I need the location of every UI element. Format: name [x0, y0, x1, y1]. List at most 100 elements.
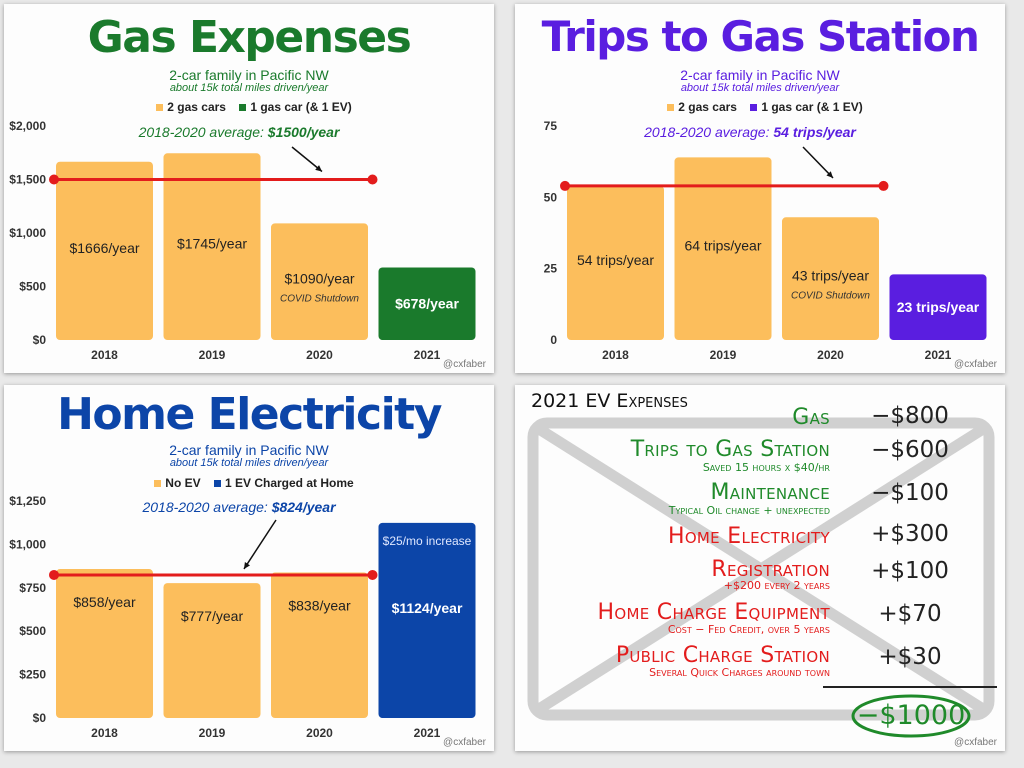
- chart-title: Trips to Gas Station: [541, 12, 980, 61]
- chart-subtitle: 2-car family in Pacific NW: [169, 67, 329, 83]
- average-label: 2018-2020 average: $1500/year: [138, 124, 341, 140]
- arrow-icon: [243, 519, 277, 570]
- y-tick-label: 25: [544, 262, 558, 276]
- y-tick-label: $500: [19, 624, 46, 638]
- bar-note: COVID Shutdown: [791, 291, 870, 302]
- ev-row-value: −$800: [871, 403, 949, 429]
- trips-chart: 0 25 50 75 54 trips/year 2018 64 trips/year 201…: [544, 119, 987, 362]
- bar: [378, 522, 476, 718]
- x-tick-label: 2019: [199, 726, 226, 740]
- bar-note: COVID Shutdown: [280, 294, 359, 305]
- y-tick-label: 75: [544, 119, 558, 133]
- bar-value-label: $838/year: [288, 598, 351, 614]
- chart-subtitle: 2-car family in Pacific NW: [169, 442, 329, 458]
- gas-expenses-panel: Gas Expenses 2-car family in Pacific NW …: [4, 4, 494, 373]
- bar: [271, 572, 368, 718]
- legend-swatch-icon: [750, 103, 758, 111]
- average-label: 2018-2020 average: 54 trips/year: [643, 124, 857, 140]
- bar: [889, 274, 987, 340]
- chart-legend: 2 gas cars 1 gas car (& 1 EV): [4, 100, 494, 114]
- legend-entry: 1 gas car (& 1 EV): [761, 100, 863, 114]
- gas-expenses-chart: $0 $500 $1,000 $1,500 $2,000 $1666/year 2018 $1…: [9, 119, 476, 362]
- bar-value-label: $777/year: [181, 608, 244, 624]
- ev-row-value: +$30: [878, 644, 942, 670]
- legend-entry: 1 EV Charged at Home: [224, 476, 354, 490]
- legend-swatch-icon: [213, 479, 221, 487]
- chart-subtitle-2: about 15k total miles driven/year: [169, 457, 329, 469]
- average-line-endpoint: [367, 569, 378, 580]
- chart-legend: No EV 1 EV Charged at Home: [4, 476, 494, 490]
- bar-value-label: 23 trips/year: [897, 299, 980, 315]
- bar: [56, 569, 153, 718]
- chart-title: Home Electricity: [57, 389, 442, 440]
- legend-swatch-icon: [239, 103, 247, 111]
- legend-swatch-icon: [154, 479, 162, 487]
- crossed-box-icon: [527, 417, 997, 738]
- ev-expenses-title: 2021 EV Expenses: [531, 390, 688, 412]
- legend-swatch-icon: [156, 103, 164, 111]
- y-tick-label: $0: [33, 333, 47, 347]
- chart-subtitle: 2-car family in Pacific NW: [680, 67, 840, 83]
- legend-entry: No EV: [165, 476, 201, 490]
- y-tick-label: $0: [33, 711, 47, 725]
- bar-value-label: $858/year: [73, 594, 136, 610]
- x-tick-label: 2021: [414, 348, 441, 362]
- y-tick-label: $1,250: [9, 494, 46, 508]
- x-tick-label: 2019: [199, 348, 226, 362]
- bar: [782, 217, 879, 340]
- y-tick-label: $2,000: [9, 119, 46, 133]
- legend-entry: 1 gas car (& 1 EV): [250, 100, 352, 114]
- credit-label: @cxfaber: [954, 737, 997, 748]
- chart-legend: 2 gas cars 1 gas car (& 1 EV): [515, 100, 1005, 114]
- legend-entry: 2 gas cars: [678, 100, 737, 114]
- bar: [163, 583, 261, 718]
- ev-row-value: +$300: [871, 521, 949, 547]
- average-line-endpoint: [49, 569, 59, 580]
- credit-label: @cxfaber: [443, 359, 486, 370]
- ev-total-value: −$1000: [856, 700, 966, 731]
- arrow-icon: [802, 146, 834, 179]
- ev-expenses-panel: 2021 EV Expenses Gas −$800 Trips to Gas …: [515, 385, 1005, 751]
- ev-row-note: Typical Oil change + unexpected: [668, 504, 830, 517]
- ev-row-label: Trips to Gas Station: [630, 437, 830, 462]
- bar-value-label: $1745/year: [177, 236, 247, 252]
- x-tick-label: 2021: [925, 348, 952, 362]
- y-tick-label: $250: [19, 668, 46, 682]
- bar: [56, 161, 153, 340]
- x-tick-label: 2020: [306, 348, 333, 362]
- bar-value-label: 43 trips/year: [792, 268, 869, 284]
- chart-subtitle-2: about 15k total miles driven/year: [169, 82, 329, 94]
- ev-row-note: +$200 every 2 years: [723, 579, 830, 592]
- credit-label: @cxfaber: [954, 359, 997, 370]
- x-tick-label: 2021: [414, 726, 441, 740]
- ev-row-label: Maintenance: [710, 480, 830, 505]
- ev-row-label: Home Charge Equipment: [597, 600, 830, 625]
- y-tick-label: $500: [19, 280, 46, 294]
- y-tick-label: $1,000: [9, 226, 46, 240]
- average-label: 2018-2020 average: $824/year: [141, 499, 337, 515]
- x-tick-label: 2019: [710, 348, 737, 362]
- x-tick-label: 2018: [91, 348, 118, 362]
- ev-row-value: −$600: [871, 437, 949, 463]
- bar-note: $25/mo increase: [383, 534, 472, 548]
- bar: [567, 185, 664, 340]
- y-tick-label: $1,500: [9, 173, 46, 187]
- home-electricity-chart: $0 $250 $500 $750 $1,000 $1,250 $858/year 2018 $…: [9, 494, 476, 740]
- bar-value-label: $678/year: [395, 296, 459, 312]
- y-tick-label: 0: [550, 333, 557, 347]
- home-electricity-panel: Home Electricity 2-car family in Pacific…: [4, 385, 494, 751]
- ev-row-note: Saved 15 hours x $40/hr: [702, 461, 830, 474]
- ev-row-label: Home Electricity: [667, 524, 830, 549]
- bar-value-label: $1124/year: [392, 600, 463, 616]
- x-tick-label: 2018: [602, 348, 629, 362]
- y-tick-label: $1,000: [9, 537, 46, 551]
- chart-subtitle-2: about 15k total miles driven/year: [680, 82, 840, 94]
- ev-row-value: +$100: [871, 558, 949, 584]
- ev-row-note: Cost − Fed Credit, over 5 years: [667, 623, 830, 636]
- bar-value-label: 54 trips/year: [577, 252, 654, 268]
- bar: [271, 223, 368, 340]
- ev-row-label: Registration: [711, 557, 830, 582]
- average-line-endpoint: [878, 180, 889, 191]
- x-tick-label: 2020: [817, 348, 844, 362]
- bar-value-label: $1090/year: [284, 271, 354, 287]
